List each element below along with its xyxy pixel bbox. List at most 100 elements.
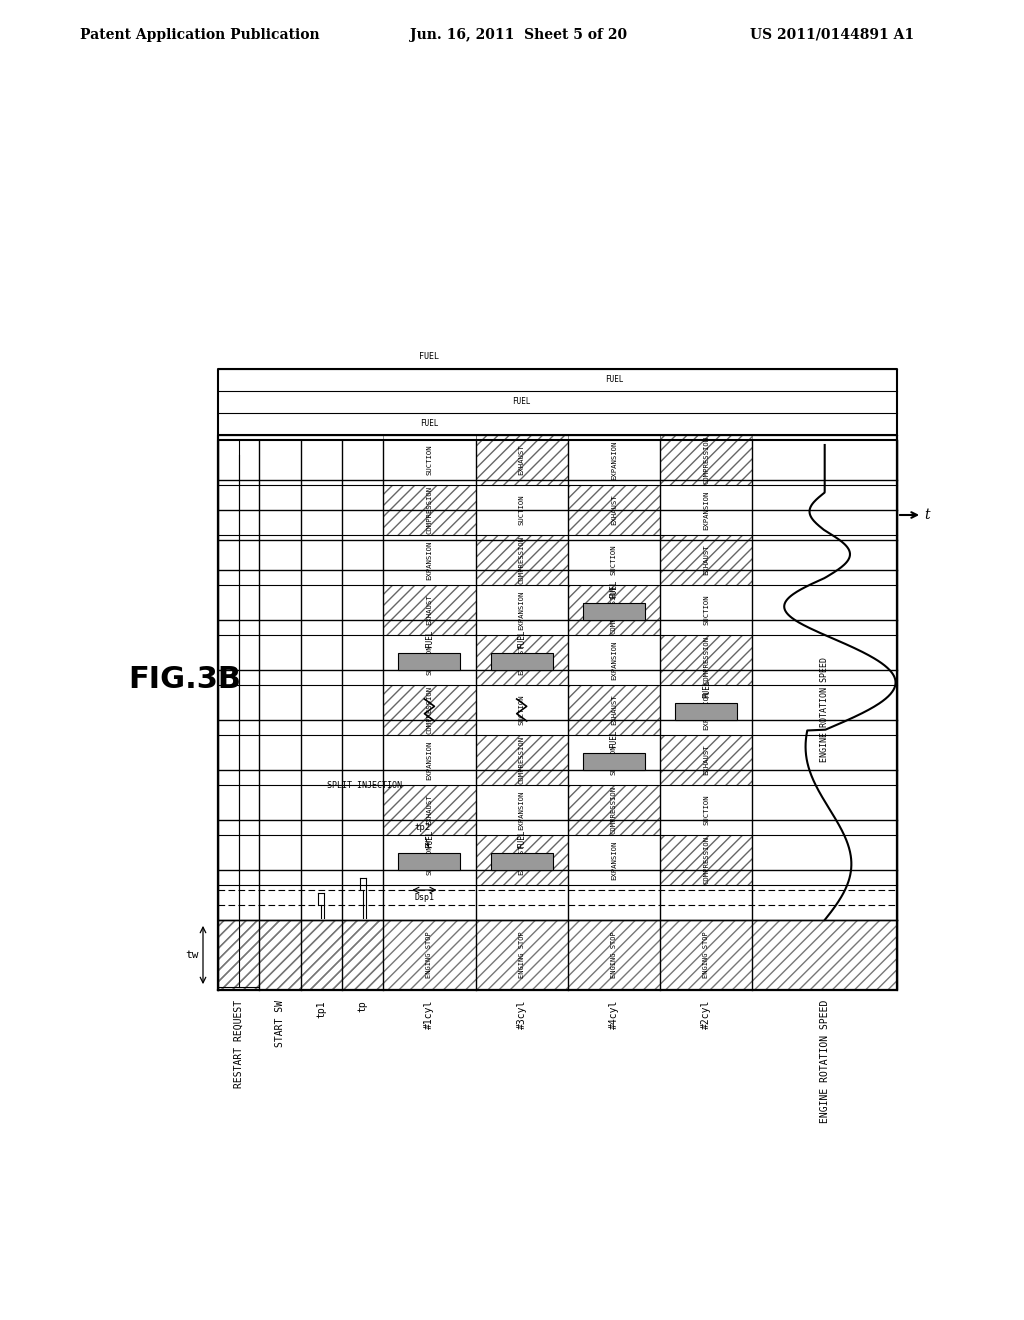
Bar [398,652,461,671]
Bar [660,535,753,585]
Bar [660,436,753,484]
Bar [475,635,568,685]
Text: SUCTION: SUCTION [611,545,617,576]
Text: RESTART REQUEST: RESTART REQUEST [233,1001,244,1088]
Bar [383,685,475,735]
Text: EXPANSION: EXPANSION [703,690,710,730]
Text: FUEL: FUEL [425,630,434,648]
Bar [490,853,553,870]
Bar [568,484,660,535]
Text: COMPRESSION: COMPRESSION [426,486,432,535]
Bar [568,836,660,884]
Text: START SW: START SW [275,1001,285,1047]
Text: ENGING STOP: ENGING STOP [611,932,617,978]
Text: EXHAUST: EXHAUST [703,744,710,775]
Text: SUCTION: SUCTION [519,694,524,725]
Text: EXHAUST: EXHAUST [611,694,617,725]
Bar [675,702,737,719]
Text: SUCTION: SUCTION [703,795,710,825]
Bar [475,436,568,484]
Bar [660,785,753,836]
Text: Jun. 16, 2011  Sheet 5 of 20: Jun. 16, 2011 Sheet 5 of 20 [410,28,627,42]
Text: EXHAUST: EXHAUST [519,445,524,475]
Text: COMPRESSION: COMPRESSION [611,785,617,834]
Text: COMPRESSION: COMPRESSION [426,686,432,734]
Bar [660,484,753,535]
Text: ENGINE ROTATION SPEED: ENGINE ROTATION SPEED [819,1001,829,1123]
Bar [660,635,753,685]
Text: EXHAUST: EXHAUST [611,495,617,525]
Text: #1cyl: #1cyl [424,1001,434,1030]
Text: COMPRESSION: COMPRESSION [611,586,617,634]
Text: EXPANSION: EXPANSION [611,441,617,479]
Bar [383,535,475,585]
Text: EXHAUST: EXHAUST [519,845,524,875]
Bar [660,836,753,884]
Text: SUCTION: SUCTION [611,744,617,775]
Bar [398,853,461,870]
Text: SUCTION: SUCTION [519,495,524,525]
Text: COMPRESSION: COMPRESSION [519,536,524,583]
Bar [568,735,660,785]
Text: EXPANSION: EXPANSION [519,791,524,830]
Text: FUEL: FUEL [420,420,438,429]
Text: tp1: tp1 [316,1001,327,1018]
Bar [383,484,475,535]
Bar [568,685,660,735]
Bar [568,436,660,484]
Text: EXPANSION: EXPANSION [426,741,432,780]
Bar [475,735,568,785]
Text: FUEL: FUEL [420,352,439,360]
Text: FUEL: FUEL [425,830,434,849]
Text: FUEL: FUEL [609,730,618,748]
Bar [660,735,753,785]
Text: tp: tp [357,1001,368,1011]
Bar [475,585,568,635]
Text: ENGING STOP: ENGING STOP [703,932,710,978]
Text: FUEL: FUEL [517,630,526,648]
Text: FUEL: FUEL [605,375,624,384]
Text: EXPANSION: EXPANSION [611,841,617,879]
Text: COMPRESSION: COMPRESSION [703,436,710,484]
Bar [383,836,475,884]
Text: FUEL: FUEL [517,830,526,849]
Bar [342,920,383,990]
Text: ENGINE ROTATION SPEED: ENGINE ROTATION SPEED [820,657,829,763]
Bar [660,685,753,735]
Text: EXHAUST: EXHAUST [426,595,432,626]
Bar [583,752,645,770]
Text: FUEL: FUEL [701,680,711,698]
Bar [383,635,475,685]
Text: ENGING STOP: ENGING STOP [426,932,432,978]
Bar [568,785,660,836]
Bar [301,920,342,990]
Bar [475,484,568,535]
Text: SUCTION: SUCTION [426,845,432,875]
Text: #3cyl: #3cyl [517,1001,526,1030]
Text: ENGING STOP: ENGING STOP [519,932,524,978]
Text: EXPANSION: EXPANSION [426,540,432,579]
Bar [568,635,660,685]
Text: COMPRESSION: COMPRESSION [703,636,710,684]
Text: SPLIT INJECTION: SPLIT INJECTION [328,780,402,789]
Text: #2cyl: #2cyl [701,1001,712,1030]
Text: FIG.3B: FIG.3B [128,665,242,694]
Text: EXPANSION: EXPANSION [703,490,710,529]
Bar [660,585,753,635]
Bar [475,685,568,735]
Bar [383,735,475,785]
Bar [475,836,568,884]
Text: Dsp1: Dsp1 [415,894,434,902]
Bar [583,602,645,620]
Text: EXHAUST: EXHAUST [703,545,710,576]
Text: SUCTION: SUCTION [426,445,432,475]
Bar [383,436,475,484]
Bar [568,585,660,635]
Text: EXHAUST: EXHAUST [519,644,524,676]
Bar [490,652,553,671]
Text: tw: tw [185,950,199,960]
Bar [218,920,897,990]
Bar [568,535,660,585]
Text: t: t [924,508,930,521]
Text: SUCTION: SUCTION [703,595,710,626]
